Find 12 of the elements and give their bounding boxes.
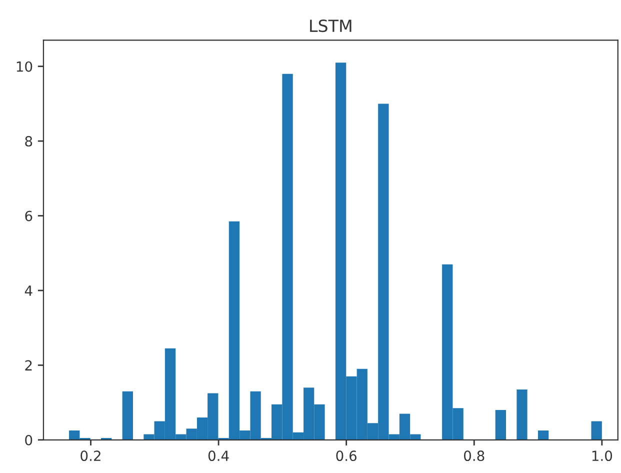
x-tick-label: 0.4 <box>208 450 229 462</box>
chart-title: LSTM <box>310 20 352 32</box>
y-tick-label: 6 <box>25 210 32 222</box>
x-tick-label: 0.8 <box>464 450 484 462</box>
y-tick-label: 0 <box>25 434 32 446</box>
y-tick-label: 8 <box>25 136 32 147</box>
y-tick-label: 2 <box>25 360 32 370</box>
y-tick-label: 4 <box>24 286 32 296</box>
x-tick-label: 0.2 <box>80 450 100 462</box>
x-tick-label: 1.0 <box>592 450 612 462</box>
x-tick-label: 0.6 <box>336 450 357 462</box>
y-tick-label: 10 <box>16 61 32 72</box>
